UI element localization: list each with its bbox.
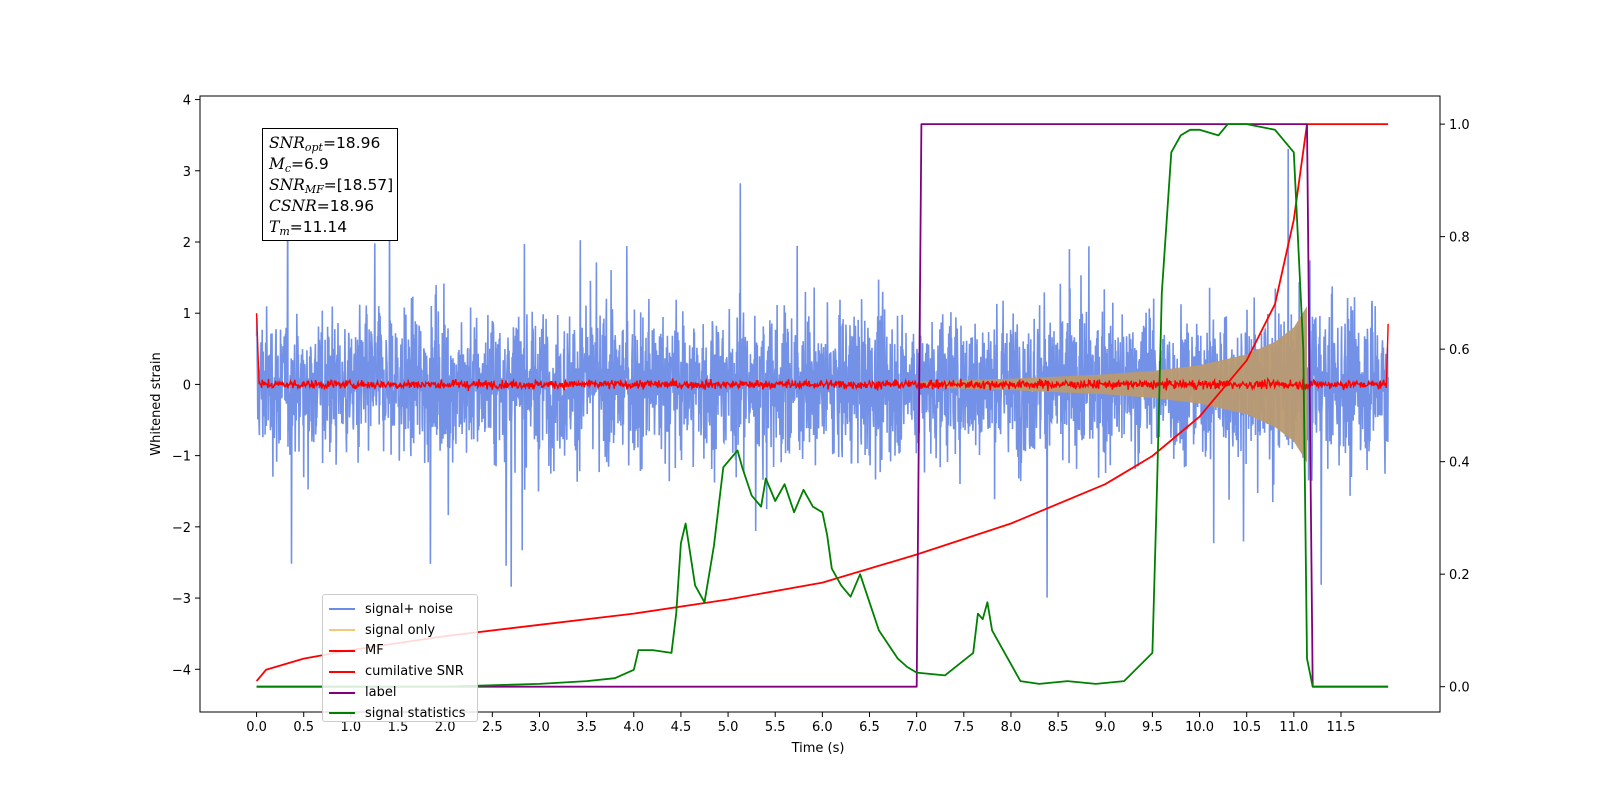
legend-item-signal-only: signal only (329, 620, 471, 641)
x-tick-label: 3.5 (576, 720, 597, 735)
mc-line: Mc=6.9 (269, 155, 329, 175)
x-tick-label: 1.5 (388, 720, 409, 735)
x-tick-label: 2.0 (435, 720, 456, 735)
y-left-tick-label: 3 (183, 165, 191, 180)
legend-item-mf: MF (329, 641, 471, 662)
snr-mf-line: SNRMF=[18.57] (269, 176, 394, 196)
legend-swatch (329, 691, 355, 694)
csnr-line: CSNR=18.96 (269, 197, 375, 215)
y-left-tick-label: 2 (183, 236, 191, 251)
x-tick-label: 3.0 (529, 720, 550, 735)
x-tick-label: 8.0 (1001, 720, 1022, 735)
tm-line: Tm=11.14 (269, 218, 348, 238)
x-tick-label: 6.0 (812, 720, 833, 735)
legend-item-signal-statistics: signal statistics (329, 703, 471, 724)
x-tick-label: 9.5 (1142, 720, 1163, 735)
x-tick-label: 2.5 (482, 720, 503, 735)
legend-swatch (329, 670, 355, 673)
x-tick-label: 6.5 (859, 720, 880, 735)
x-tick-label: 4.0 (623, 720, 644, 735)
y-right-tick-label: 0.6 (1449, 343, 1470, 358)
legend-swatch (329, 712, 355, 715)
x-tick-label: 9.0 (1095, 720, 1116, 735)
x-tick-label: 11.0 (1279, 720, 1308, 735)
snr-opt-line: SNRopt=18.96 (269, 134, 381, 154)
legend-swatch (329, 608, 355, 611)
x-axis: 0.0 0.5 1.0 1.5 2.0 2.5 3.0 3.5 4.0 4.5 5.0 5.5 6.0 6… (246, 712, 1355, 735)
x-tick-label: 4.5 (671, 720, 692, 735)
legend-item-cumulative-snr: cumilative SNR (329, 661, 471, 682)
y-axis-right: 1.0 0.8 0.6 0.4 0.2 0.0 (1440, 118, 1470, 696)
stats-annotation-box: SNRopt=18.96 Mc=6.9 SNRMF=[18.57] CSNR=1… (262, 128, 398, 241)
x-tick-label: 0.0 (246, 720, 267, 735)
y-left-tick-label: 1 (183, 307, 191, 322)
x-tick-label: 5.5 (765, 720, 786, 735)
x-axis-label: Time (s) (791, 741, 845, 756)
legend-swatch (329, 629, 355, 632)
x-tick-label: 10.5 (1232, 720, 1261, 735)
y-left-tick-label: 4 (183, 94, 191, 109)
y-right-tick-label: 0.2 (1449, 568, 1470, 583)
legend-item-signal-noise: signal+ noise (329, 599, 471, 620)
x-tick-label: 11.5 (1327, 720, 1356, 735)
y-right-tick-label: 0.8 (1449, 231, 1470, 246)
y-right-tick-label: 0.4 (1449, 456, 1470, 471)
x-tick-label: 8.5 (1048, 720, 1069, 735)
series-mf (255, 313, 1389, 392)
x-tick-label: 7.5 (953, 720, 974, 735)
y-left-tick-label: −2 (172, 521, 191, 536)
y-left-tick-label: −4 (172, 663, 191, 678)
legend: signal+ noise signal only MF cumilative … (322, 594, 478, 722)
x-tick-label: 0.5 (293, 720, 314, 735)
legend-swatch (329, 649, 355, 652)
y-left-tick-label: −3 (172, 592, 191, 607)
y-axis-left: 4 3 2 1 0 −1 −2 −3 −4 (172, 94, 200, 678)
x-tick-label: 7.0 (906, 720, 927, 735)
x-tick-label: 5.0 (718, 720, 739, 735)
plot-frame (199, 95, 1441, 713)
y-right-tick-label: 0.0 (1449, 681, 1470, 696)
y-right-tick-label: 1.0 (1449, 118, 1470, 133)
x-tick-label: 10.0 (1185, 720, 1214, 735)
y-left-tick-label: 0 (183, 378, 191, 393)
legend-item-label: label (329, 682, 471, 703)
y-axis-label: Whitened strain (149, 352, 164, 455)
x-tick-label: 1.0 (341, 720, 362, 735)
mf-line (255, 313, 1389, 392)
y-left-tick-label: −1 (172, 450, 191, 465)
signal-statistics-line (256, 123, 1389, 688)
